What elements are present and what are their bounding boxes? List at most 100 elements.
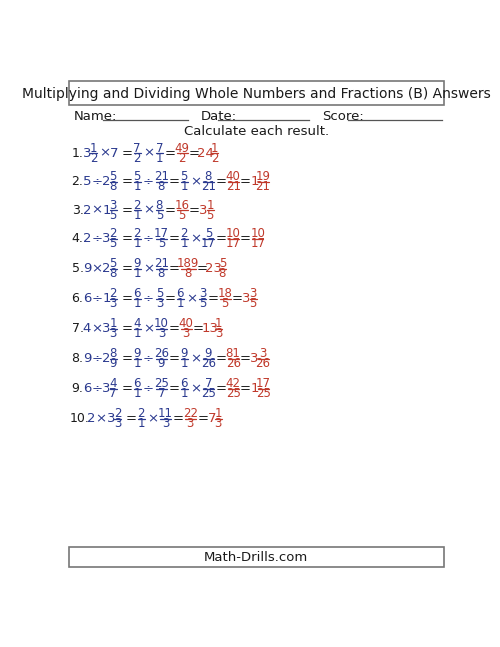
Text: 1: 1 <box>110 317 117 330</box>
Text: 1: 1 <box>138 417 145 430</box>
Text: 5: 5 <box>206 208 214 221</box>
Text: 9: 9 <box>134 347 141 360</box>
Text: 3: 3 <box>158 327 165 340</box>
Text: 2.: 2. <box>72 175 84 188</box>
Text: 42: 42 <box>226 377 240 390</box>
Text: 9: 9 <box>204 347 212 360</box>
Text: ×: × <box>142 322 154 335</box>
Text: 40: 40 <box>178 317 194 330</box>
Text: 4: 4 <box>83 322 91 335</box>
Text: 3: 3 <box>182 327 190 340</box>
Text: 8: 8 <box>158 180 165 193</box>
Text: 1: 1 <box>180 180 188 193</box>
Text: 10: 10 <box>226 227 240 240</box>
Text: ×: × <box>190 382 201 395</box>
Text: 6: 6 <box>83 382 91 395</box>
Text: ×: × <box>147 412 158 425</box>
Text: =: = <box>240 352 251 365</box>
Text: Calculate each result.: Calculate each result. <box>184 125 329 138</box>
Text: 189: 189 <box>177 257 200 270</box>
Text: 17: 17 <box>250 237 266 250</box>
Text: 5: 5 <box>222 297 229 310</box>
Text: 1: 1 <box>211 142 218 155</box>
Text: ×: × <box>142 262 154 275</box>
Text: =: = <box>121 382 132 395</box>
Text: 8: 8 <box>218 267 226 280</box>
Text: =: = <box>121 147 132 160</box>
Text: ×: × <box>92 204 102 217</box>
Text: Math-Drills.com: Math-Drills.com <box>204 551 308 564</box>
Text: 2: 2 <box>102 175 111 188</box>
Text: 24: 24 <box>198 147 214 160</box>
Text: 5: 5 <box>156 208 163 221</box>
Text: 21: 21 <box>154 257 169 270</box>
Text: 21: 21 <box>201 180 216 193</box>
Text: 4: 4 <box>110 377 117 390</box>
Text: 7: 7 <box>156 142 163 155</box>
Text: 6: 6 <box>83 292 91 305</box>
Text: 2: 2 <box>83 232 92 245</box>
Text: 25: 25 <box>256 387 270 400</box>
Text: 1: 1 <box>250 382 259 395</box>
Text: 8: 8 <box>110 267 117 280</box>
Text: 81: 81 <box>226 347 240 360</box>
Text: ÷: ÷ <box>143 175 154 188</box>
Text: 6: 6 <box>180 377 188 390</box>
Text: 2: 2 <box>102 352 111 365</box>
Text: =: = <box>168 352 179 365</box>
Text: =: = <box>126 412 136 425</box>
Text: 2: 2 <box>83 204 92 217</box>
Text: =: = <box>168 232 179 245</box>
Text: 1: 1 <box>134 357 141 370</box>
Text: 5: 5 <box>158 237 165 250</box>
Text: 5: 5 <box>180 170 188 183</box>
Text: 3: 3 <box>102 382 111 395</box>
Text: ×: × <box>142 147 154 160</box>
Text: 5: 5 <box>110 237 117 250</box>
Text: =: = <box>121 204 132 217</box>
Text: 9: 9 <box>134 257 141 270</box>
Text: ÷: ÷ <box>92 175 102 188</box>
Text: ×: × <box>186 292 197 305</box>
Text: 25: 25 <box>154 377 169 390</box>
Text: 5: 5 <box>134 170 141 183</box>
Text: =: = <box>164 292 175 305</box>
Text: 49: 49 <box>174 142 190 155</box>
Text: =: = <box>121 262 132 275</box>
Text: 2: 2 <box>102 262 111 275</box>
Text: =: = <box>240 232 251 245</box>
Text: 1: 1 <box>250 175 259 188</box>
Text: 1: 1 <box>134 297 141 310</box>
Text: 7: 7 <box>110 147 119 160</box>
Text: 5.: 5. <box>72 262 84 275</box>
Text: 21: 21 <box>256 180 270 193</box>
Text: 6: 6 <box>134 377 141 390</box>
Text: 5: 5 <box>110 208 117 221</box>
Text: 1: 1 <box>134 237 141 250</box>
Text: 7: 7 <box>208 412 216 425</box>
Text: ÷: ÷ <box>92 352 102 365</box>
Text: 17: 17 <box>256 377 270 390</box>
Text: 1: 1 <box>214 407 222 421</box>
Text: 10: 10 <box>250 227 266 240</box>
Text: 2: 2 <box>114 407 121 421</box>
Text: =: = <box>216 232 226 245</box>
Text: Name:: Name: <box>74 109 116 123</box>
Text: 9: 9 <box>110 357 117 370</box>
Text: ÷: ÷ <box>143 382 154 395</box>
Text: 1: 1 <box>180 387 188 400</box>
Text: 3: 3 <box>250 287 257 300</box>
Text: ×: × <box>99 147 110 160</box>
Text: 17: 17 <box>154 227 169 240</box>
Text: 5: 5 <box>250 297 257 310</box>
Text: 26: 26 <box>226 357 240 370</box>
Text: 19: 19 <box>256 170 270 183</box>
Text: 9: 9 <box>158 357 165 370</box>
Text: 3: 3 <box>102 322 111 335</box>
Text: 2: 2 <box>178 151 186 164</box>
Text: 4: 4 <box>134 317 141 330</box>
Text: =: = <box>193 322 204 335</box>
Text: 6: 6 <box>134 287 141 300</box>
Text: =: = <box>164 204 175 217</box>
Text: 2: 2 <box>87 412 96 425</box>
